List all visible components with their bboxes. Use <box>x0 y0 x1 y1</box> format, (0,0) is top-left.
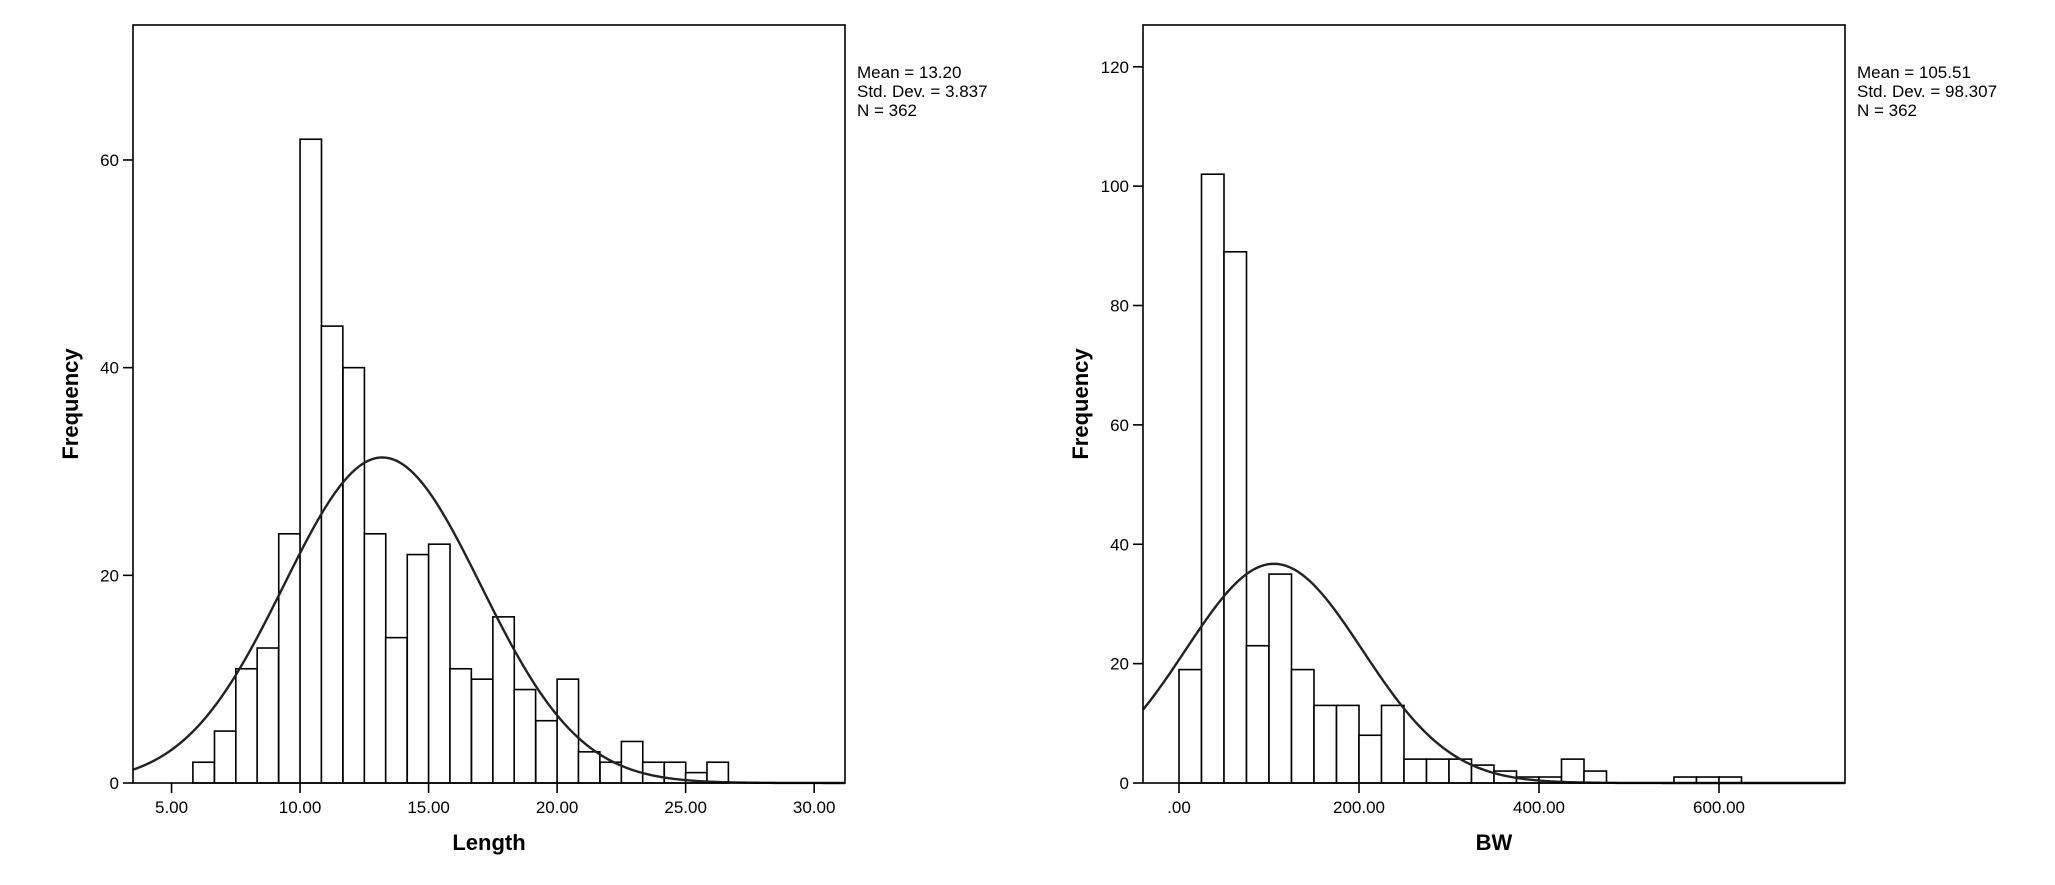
length-bar-18 <box>577 751 601 784</box>
bw-bar-3 <box>1245 644 1270 784</box>
length-sd-stat: Std. Dev. = 3.837 <box>857 82 988 101</box>
length-y-tick-label-1: 20 <box>100 566 119 585</box>
length-x-tick-label-5: 30.00 <box>793 798 836 817</box>
bw-y-tick-label-1: 20 <box>1110 655 1129 674</box>
bw-bar-7 <box>1335 704 1360 784</box>
bw-bar-4 <box>1268 573 1293 784</box>
bw-bar-8 <box>1358 734 1383 784</box>
length-y-tick-label-2: 40 <box>100 359 119 378</box>
bw-bar-5 <box>1290 668 1315 784</box>
length-x-axis-title: Length <box>452 830 525 855</box>
bw-y-tick-label-0: 0 <box>1120 774 1129 793</box>
bw-y-tick-label-2: 40 <box>1110 535 1129 554</box>
length-bars <box>192 138 730 784</box>
length-bar-11 <box>427 543 451 784</box>
bw-histogram: 0 20 40 60 80 100 120 .00 200.00 400.00 600.00 BW… <box>1068 24 1997 855</box>
length-y-axis: 0 20 40 60 <box>100 151 133 793</box>
length-n-stat: N = 362 <box>857 101 917 120</box>
bw-n-stat: N = 362 <box>1857 101 1917 120</box>
bw-bar-18 <box>1583 770 1608 784</box>
bw-bar-13 <box>1470 764 1495 784</box>
bw-x-axis-title: BW <box>1476 830 1513 855</box>
length-histogram: 0 20 40 60 5.00 10.00 15.00 20.00 25.00 30.00 Le… <box>58 24 988 855</box>
length-bar-7 <box>342 366 366 784</box>
bw-bars <box>1178 173 1743 784</box>
bw-bar-10 <box>1403 758 1428 784</box>
length-bar-5 <box>299 138 323 784</box>
length-bar-15 <box>513 688 537 784</box>
length-bar-16 <box>534 719 558 784</box>
bw-y-axis: 0 20 40 60 80 100 120 <box>1101 58 1143 793</box>
length-mean-stat: Mean = 13.20 <box>857 63 961 82</box>
length-bar-6 <box>320 325 344 784</box>
bw-bar-9 <box>1380 704 1405 784</box>
bw-y-tick-label-6: 120 <box>1101 58 1129 77</box>
length-bar-9 <box>384 636 408 784</box>
bw-y-tick-label-3: 60 <box>1110 416 1129 435</box>
length-y-tick-label-3: 60 <box>100 151 119 170</box>
length-bar-2 <box>235 667 259 784</box>
length-x-tick-label-0: 5.00 <box>155 798 188 817</box>
length-y-tick-label-0: 0 <box>110 774 119 793</box>
length-bar-24 <box>706 761 730 784</box>
bw-x-tick-label-0: .00 <box>1167 798 1191 817</box>
length-bar-8 <box>363 532 387 784</box>
bw-y-tick-label-5: 100 <box>1101 177 1129 196</box>
bw-bar-0 <box>1178 668 1203 784</box>
length-y-axis-title: Frequency <box>58 348 83 460</box>
length-x-axis: 5.00 10.00 15.00 20.00 25.00 30.00 <box>155 783 835 817</box>
bw-x-axis: .00 200.00 400.00 600.00 <box>1167 783 1745 817</box>
length-stats-box: Mean = 13.20 Std. Dev. = 3.837 N = 362 <box>857 63 988 120</box>
bw-bar-17 <box>1560 758 1585 784</box>
bw-bar-1 <box>1200 173 1225 784</box>
bw-plot-frame <box>1142 24 1846 784</box>
length-bar-0 <box>192 761 216 784</box>
bw-y-tick-label-4: 80 <box>1110 297 1129 316</box>
length-bar-1 <box>213 730 237 784</box>
length-x-tick-label-3: 20.00 <box>536 798 579 817</box>
bw-bar-6 <box>1313 704 1338 784</box>
bw-x-tick-label-2: 400.00 <box>1513 798 1565 817</box>
bw-mean-stat: Mean = 105.51 <box>1857 63 1971 82</box>
length-x-tick-label-2: 15.00 <box>407 798 450 817</box>
length-plot-frame <box>132 24 846 784</box>
bw-stats-box: Mean = 105.51 Std. Dev. = 98.307 N = 362 <box>1857 63 1997 120</box>
length-x-tick-label-1: 10.00 <box>279 798 322 817</box>
length-bar-13 <box>470 678 494 784</box>
length-bar-10 <box>406 553 430 784</box>
length-bar-17 <box>556 678 580 784</box>
length-bar-4 <box>277 532 301 784</box>
length-bar-12 <box>449 667 473 784</box>
bw-x-tick-label-3: 600.00 <box>1693 798 1745 817</box>
bw-bar-2 <box>1223 251 1248 784</box>
bw-x-tick-label-1: 200.00 <box>1333 798 1385 817</box>
length-x-tick-label-4: 25.00 <box>664 798 707 817</box>
bw-bar-11 <box>1425 758 1450 784</box>
bw-sd-stat: Std. Dev. = 98.307 <box>1857 82 1997 101</box>
length-bar-3 <box>256 647 280 784</box>
bw-y-axis-title: Frequency <box>1068 348 1093 460</box>
length-bar-20 <box>620 740 644 784</box>
